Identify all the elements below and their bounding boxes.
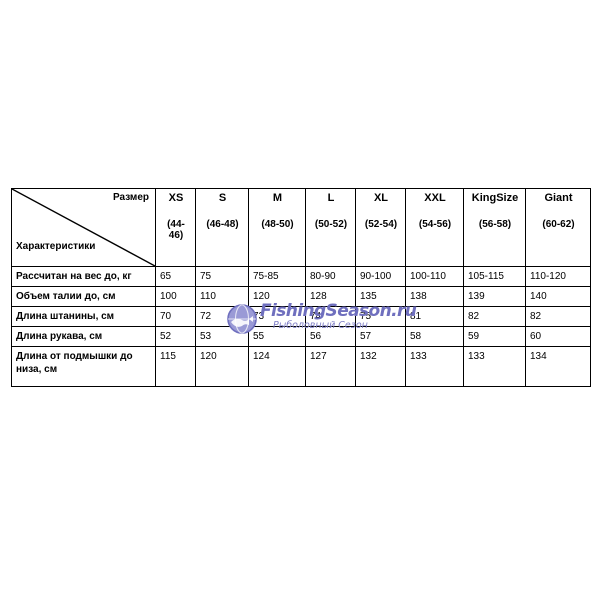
size-header-xxl: XXL (54-56): [405, 188, 464, 267]
cell-inseam-kingsize: 82: [463, 306, 526, 327]
size-name-m: M: [272, 192, 283, 204]
cell-armpit-l: 127: [305, 346, 356, 387]
size-range-m: (48-50): [261, 219, 294, 230]
size-name-xxl: XXL: [424, 192, 446, 204]
cell-armpit-giant: 134: [525, 346, 591, 387]
cell-armpit-kingsize: 133: [463, 346, 526, 387]
cell-armpit-m: 124: [248, 346, 306, 387]
size-header-l: L (50-52): [305, 188, 356, 267]
size-range-xl: (52-54): [364, 219, 398, 230]
size-name-giant: Giant: [544, 192, 573, 204]
cell-waist-m: 120: [248, 286, 306, 307]
size-name-kingsize: KingSize: [471, 192, 519, 204]
cell-sleeve-giant: 60: [525, 326, 591, 347]
cell-sleeve-xxl: 58: [405, 326, 464, 347]
cell-armpit-s: 120: [195, 346, 249, 387]
table-row: Рассчитан на вес до, кг 65 75 75-85 80-9…: [11, 266, 591, 287]
row-label-armpit-to-hem: Длина от подмышки до низа, см: [11, 346, 156, 387]
row-label-waist: Объем талии до, см: [11, 286, 156, 307]
cell-weight-s: 75: [195, 266, 249, 287]
table-row: Объем талии до, см 100 110 120 128 135 1…: [11, 286, 591, 307]
corner-header-cell: Размер Характеристики: [11, 188, 156, 267]
cell-weight-l: 80-90: [305, 266, 356, 287]
size-range-giant: (60-62): [542, 219, 575, 230]
header-row: Размер Характеристики XS (44-46) S (46-4…: [11, 188, 591, 267]
size-name-xl: XL: [373, 192, 389, 204]
size-header-giant: Giant (60-62): [525, 188, 591, 267]
table-row: Длина штанины, см 70 72 73 74 75 81 82 8…: [11, 306, 591, 327]
cell-weight-xs: 65: [155, 266, 196, 287]
size-chart-table: Размер Характеристики XS (44-46) S (46-4…: [11, 188, 591, 387]
cell-inseam-s: 72: [195, 306, 249, 327]
cell-armpit-xxl: 133: [405, 346, 464, 387]
size-range-kingsize: (56-58): [478, 219, 512, 230]
cell-waist-s: 110: [195, 286, 249, 307]
cell-sleeve-kingsize: 59: [463, 326, 526, 347]
cell-weight-m: 75-85: [248, 266, 306, 287]
cell-sleeve-l: 56: [305, 326, 356, 347]
corner-top-label: Размер: [112, 192, 149, 203]
cell-weight-xl: 90-100: [355, 266, 406, 287]
row-label-inseam: Длина штанины, см: [11, 306, 156, 327]
size-header-kingsize: KingSize (56-58): [463, 188, 526, 267]
size-range-s: (46-48): [206, 219, 239, 230]
size-range-xs: (44-46): [167, 219, 185, 241]
cell-inseam-m: 73: [248, 306, 306, 327]
cell-weight-kingsize: 105-115: [463, 266, 526, 287]
size-header-m: M (48-50): [248, 188, 306, 267]
cell-armpit-xl: 132: [355, 346, 406, 387]
size-header-xl: XL (52-54): [355, 188, 406, 267]
size-header-s: S (46-48): [195, 188, 249, 267]
cell-sleeve-s: 53: [195, 326, 249, 347]
cell-sleeve-xs: 52: [155, 326, 196, 347]
cell-weight-giant: 110-120: [525, 266, 591, 287]
corner-bottom-label: Характеристики: [16, 241, 96, 252]
cell-waist-xs: 100: [155, 286, 196, 307]
size-range-l: (50-52): [314, 219, 348, 230]
size-name-xs: XS: [168, 192, 184, 204]
cell-waist-kingsize: 139: [463, 286, 526, 307]
size-name-l: L: [327, 192, 335, 204]
row-label-sleeve: Длина рукава, см: [11, 326, 156, 347]
cell-armpit-xs: 115: [155, 346, 196, 387]
cell-inseam-xxl: 81: [405, 306, 464, 327]
cell-inseam-xl: 75: [355, 306, 406, 327]
cell-inseam-xs: 70: [155, 306, 196, 327]
size-name-s: S: [218, 192, 227, 204]
table-row: Длина рукава, см 52 53 55 56 57 58 59 60: [11, 326, 591, 347]
cell-inseam-giant: 82: [525, 306, 591, 327]
cell-waist-giant: 140: [525, 286, 591, 307]
cell-sleeve-xl: 57: [355, 326, 406, 347]
size-range-xxl: (54-56): [418, 219, 452, 230]
cell-weight-xxl: 100-110: [405, 266, 464, 287]
cell-waist-l: 128: [305, 286, 356, 307]
size-header-xs: XS (44-46): [155, 188, 196, 267]
cell-inseam-l: 74: [305, 306, 356, 327]
table-body: Рассчитан на вес до, кг 65 75 75-85 80-9…: [11, 266, 591, 387]
cell-sleeve-m: 55: [248, 326, 306, 347]
table-header: Размер Характеристики XS (44-46) S (46-4…: [11, 188, 591, 267]
table-row: Длина от подмышки до низа, см 115 120 12…: [11, 346, 591, 387]
cell-waist-xl: 135: [355, 286, 406, 307]
cell-waist-xxl: 138: [405, 286, 464, 307]
row-label-weight: Рассчитан на вес до, кг: [11, 266, 156, 287]
